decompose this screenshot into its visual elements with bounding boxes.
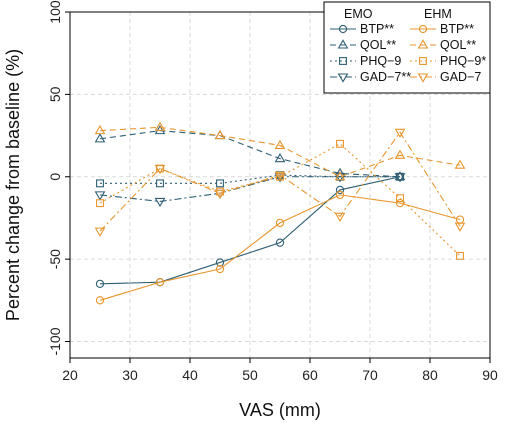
data-point bbox=[156, 179, 164, 188]
data-point bbox=[335, 190, 345, 200]
legend-entry: BTP** bbox=[440, 22, 474, 36]
x-tick-label: 70 bbox=[362, 367, 378, 383]
legend-marker bbox=[417, 39, 429, 49]
data-point bbox=[454, 222, 466, 232]
data-point bbox=[94, 191, 106, 201]
legend-entry: GAD−7 bbox=[440, 70, 481, 84]
data-point bbox=[95, 296, 105, 305]
legend-entry: GAD−7** bbox=[360, 70, 411, 84]
x-tick-label: 80 bbox=[422, 367, 438, 383]
x-tick-label: 60 bbox=[302, 367, 318, 383]
series-line bbox=[99, 130, 401, 178]
data-point bbox=[216, 179, 224, 188]
x-tick-label: 50 bbox=[242, 367, 258, 383]
legend-marker bbox=[339, 57, 347, 65]
data-point bbox=[155, 278, 165, 287]
legend-entry: BTP** bbox=[360, 22, 394, 36]
data-point bbox=[154, 197, 166, 208]
y-tick-label: -100 bbox=[47, 327, 63, 355]
data-point bbox=[456, 251, 464, 260]
data-point bbox=[274, 171, 286, 181]
x-axis-label: VAS (mm) bbox=[239, 400, 321, 420]
legend-marker bbox=[417, 73, 429, 83]
x-tick-label: 40 bbox=[182, 367, 198, 383]
data-point bbox=[334, 171, 346, 181]
data-point bbox=[334, 212, 346, 223]
data-point bbox=[96, 199, 104, 208]
legend: EMOBTP**QOL**PHQ−9GAD−7**EHMBTP**QOL**PH… bbox=[323, 1, 491, 94]
series-ehm-7 bbox=[94, 128, 466, 237]
data-point bbox=[334, 173, 346, 183]
data-point bbox=[215, 258, 225, 267]
y-axis: -100 -50 0 50 100 bbox=[47, 0, 70, 356]
legend-marker bbox=[338, 24, 348, 34]
series-line bbox=[99, 143, 461, 257]
data-point bbox=[94, 227, 106, 237]
data-point bbox=[214, 129, 226, 140]
x-axis: 20 30 40 50 60 70 80 90 bbox=[62, 358, 498, 383]
series-line bbox=[99, 194, 461, 301]
legend-marker bbox=[337, 39, 349, 49]
data-point bbox=[336, 139, 344, 148]
legend-entry: QOL** bbox=[440, 38, 476, 52]
data-point bbox=[274, 152, 286, 163]
data-point bbox=[214, 189, 226, 199]
plot-frame bbox=[69, 11, 491, 359]
legend-entry: QOL** bbox=[360, 38, 396, 52]
x-tick-label: 30 bbox=[122, 367, 138, 383]
data-point bbox=[394, 173, 406, 183]
data-point bbox=[274, 139, 286, 150]
series-line bbox=[99, 176, 401, 285]
data-point bbox=[154, 121, 166, 131]
y-tick-label: -50 bbox=[47, 249, 63, 269]
x-tick-label: 20 bbox=[62, 367, 78, 383]
x-tick-label: 90 bbox=[482, 367, 498, 383]
data-point bbox=[96, 179, 104, 188]
legend-entry: PHQ−9 bbox=[360, 54, 401, 68]
data-point bbox=[215, 264, 225, 274]
data-point bbox=[335, 185, 345, 195]
series-line bbox=[99, 126, 461, 178]
y-tick-label: 50 bbox=[47, 86, 63, 102]
legend-box bbox=[323, 1, 491, 94]
series-line bbox=[99, 131, 461, 232]
legend-marker bbox=[419, 57, 427, 65]
y-tick-label: 0 bbox=[47, 173, 63, 181]
data-point bbox=[95, 279, 105, 289]
series-line bbox=[100, 174, 400, 184]
series-ehm-5 bbox=[94, 121, 466, 181]
data-point bbox=[154, 164, 166, 175]
data-point bbox=[395, 198, 405, 208]
data-point bbox=[275, 218, 285, 228]
series-layer bbox=[94, 121, 466, 305]
legend-title: EMO bbox=[344, 7, 373, 21]
data-point bbox=[94, 124, 106, 135]
data-point bbox=[275, 238, 285, 247]
legend-marker bbox=[418, 24, 428, 34]
data-point bbox=[396, 194, 404, 203]
data-point bbox=[94, 133, 106, 143]
legend-marker bbox=[337, 73, 349, 83]
series-ehm-4 bbox=[95, 190, 465, 305]
data-point bbox=[394, 128, 406, 138]
data-point bbox=[454, 159, 466, 169]
legend-title: EHM bbox=[424, 7, 452, 21]
legend-entry: PHQ−9* bbox=[440, 54, 486, 68]
y-axis-label: Percent change from baseline (%) bbox=[3, 49, 23, 321]
data-point bbox=[394, 149, 406, 159]
series-line bbox=[99, 176, 400, 203]
y-tick-label: 100 bbox=[47, 0, 63, 24]
series-ehm-6 bbox=[96, 139, 464, 260]
